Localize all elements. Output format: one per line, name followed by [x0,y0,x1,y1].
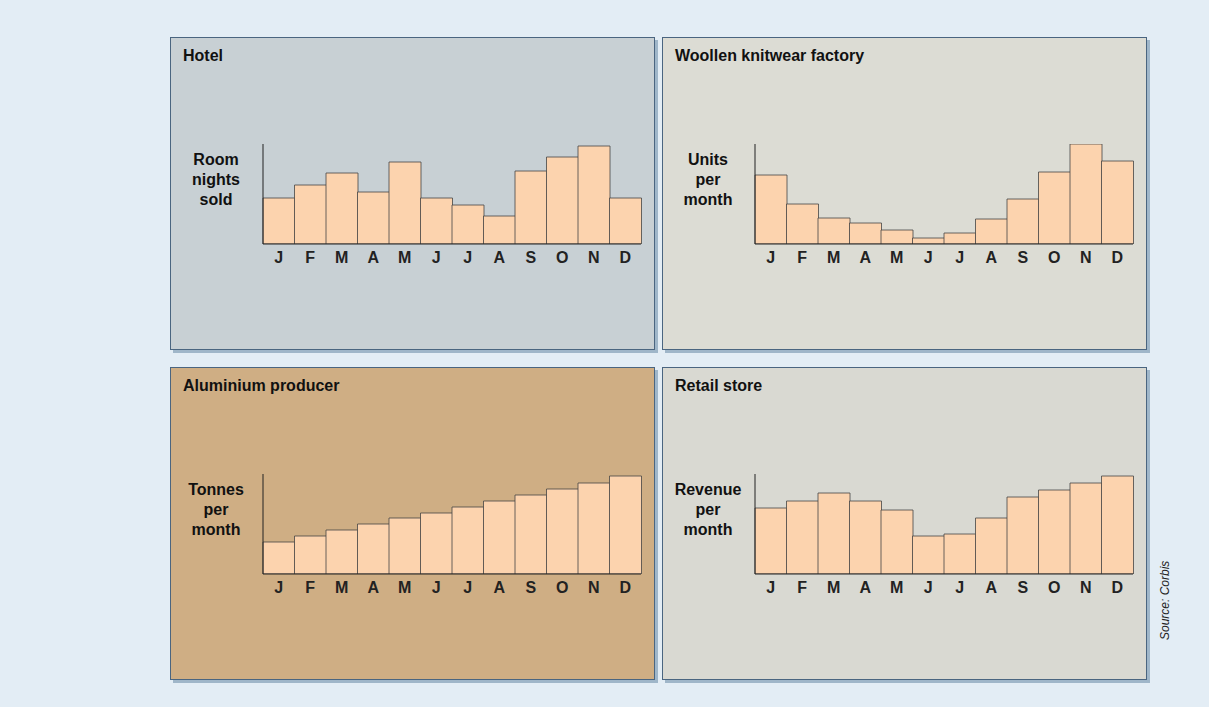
svg-text:J: J [766,579,775,596]
svg-text:J: J [274,249,283,266]
svg-text:O: O [556,579,568,596]
svg-text:F: F [797,579,807,596]
svg-text:A: A [367,579,379,596]
svg-text:M: M [398,579,411,596]
svg-text:N: N [1080,579,1092,596]
svg-text:S: S [1017,579,1028,596]
svg-text:F: F [305,579,315,596]
html-text:month: month [191,521,241,538]
html-text:Woollen knitwear factory: Woollen knitwear factory [675,47,865,64]
svg-text:A: A [859,249,871,266]
svg-text:F: F [305,249,315,266]
svg-text:N: N [588,579,600,596]
svg-text:J: J [274,579,283,596]
svg-text:J: J [766,249,775,266]
svg-text:S: S [525,579,536,596]
html-text:Tonnes: Tonnes [188,481,244,498]
svg-text:J: J [432,249,441,266]
html-text:nights: nights [192,171,240,188]
svg-text:D: D [619,579,631,596]
svg-text:M: M [827,249,840,266]
html-text:Retail store: Retail store [675,377,763,394]
svg-text:J: J [924,249,933,266]
svg-text:D: D [619,249,631,266]
svg-text:M: M [827,579,840,596]
html-text:per: per [695,171,721,188]
svg-text:J: J [955,579,964,596]
html-text:Revenue: Revenue [674,481,742,498]
svg-text:S: S [525,249,536,266]
html-text:per: per [695,501,721,518]
svg-text:J: J [955,249,964,266]
svg-text:J: J [463,579,472,596]
svg-text:A: A [859,579,871,596]
svg-text:A: A [493,249,505,266]
svg-text:F: F [797,249,807,266]
svg-text:J: J [432,579,441,596]
svg-text:O: O [1048,579,1060,596]
svg-text:A: A [493,579,505,596]
svg-text:N: N [588,249,600,266]
svg-text:M: M [890,579,903,596]
svg-text:M: M [335,579,348,596]
html-text:Units: Units [688,151,728,168]
svg-text:M: M [890,249,903,266]
html-text:Hotel: Hotel [183,47,223,64]
html-text:Aluminium producer: Aluminium producer [183,377,340,394]
svg-text:J: J [463,249,472,266]
svg-text:M: M [398,249,411,266]
svg-text:A: A [985,249,997,266]
svg-text:M: M [335,249,348,266]
svg-text:S: S [1017,249,1028,266]
svg-text:D: D [1111,579,1123,596]
html-text:per: per [203,501,229,518]
svg-text:N: N [1080,249,1092,266]
svg-text:A: A [985,579,997,596]
svg-text:D: D [1111,249,1123,266]
html-text:month: month [683,521,733,538]
svg-text:A: A [367,249,379,266]
html-text:Source: Corbis: Source: Corbis [1158,560,1172,640]
svg-text:O: O [556,249,568,266]
html-text:sold: sold [199,191,233,208]
html-text:month: month [683,191,733,208]
svg-text:J: J [924,579,933,596]
html-text:Room: Room [193,151,239,168]
svg-text:O: O [1048,249,1060,266]
